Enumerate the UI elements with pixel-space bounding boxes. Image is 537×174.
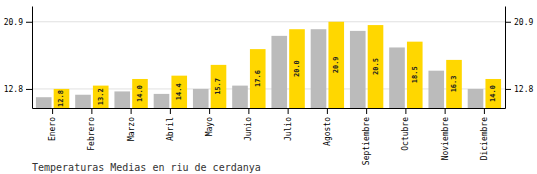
tick-label: 12.8: [4, 85, 23, 94]
tick: 20.9: [4, 18, 32, 27]
grid-line: [32, 21, 505, 22]
axis-line: [33, 108, 506, 109]
tick-mark: [170, 108, 171, 114]
tick-label: Mayo: [205, 117, 214, 136]
bar: [485, 79, 501, 108]
tick-label: Febrero: [87, 117, 96, 151]
tick-mark: [248, 108, 249, 114]
y2-axis: 12.8 20.9: [505, 7, 533, 109]
bars: [36, 22, 501, 108]
tick-mark: [505, 22, 511, 23]
bar: [93, 86, 109, 108]
tick: Febrero: [87, 108, 96, 151]
tick: Mayo: [205, 108, 214, 136]
data-label: 14.0: [489, 85, 497, 102]
tick: Diciembre: [480, 108, 489, 160]
title: Temperaturas Medias en riu de cerdanya: [32, 162, 261, 173]
tick-mark: [445, 108, 446, 114]
series: [54, 22, 501, 108]
bar: [114, 91, 130, 108]
plot: 12.8 13.2 14.0 14.4 15.7 17.6 20.0 20.9 20.5 18.5…: [4, 7, 534, 166]
bar: [428, 71, 444, 108]
tick-mark: [405, 108, 406, 114]
tick: Noviembre: [441, 108, 450, 160]
tick: Agosto: [323, 108, 332, 146]
tick: 12.8: [4, 85, 32, 94]
tick-mark: [26, 89, 32, 90]
data-label: 12.8: [57, 90, 65, 107]
chart: 12.8 13.2 14.0 14.4 15.7 17.6 20.0 20.9 20.5 18.5…: [0, 0, 537, 174]
tick-mark: [52, 108, 53, 114]
tick-mark: [366, 108, 367, 114]
bar: [368, 25, 384, 108]
tick-label: Noviembre: [441, 117, 450, 161]
tick-mark: [26, 22, 32, 23]
y-axis: 12.8 20.9: [4, 7, 33, 109]
data-label: 16.3: [450, 76, 458, 93]
tick-mark: [327, 108, 328, 114]
tick: Marzo: [127, 108, 136, 141]
data-label: 14.4: [175, 83, 183, 100]
bar: [154, 94, 170, 108]
data-label: 20.5: [372, 58, 380, 75]
bar: [232, 86, 248, 108]
data-label: 20.0: [293, 60, 301, 77]
bar: [350, 31, 366, 108]
tick-mark: [288, 108, 289, 114]
tick: Septiembre: [362, 108, 371, 165]
tick-label: Marzo: [127, 117, 136, 141]
data-label: 13.2: [97, 88, 105, 105]
bar: [271, 36, 287, 108]
bar: [211, 65, 227, 108]
tick-label: 12.8: [514, 85, 533, 94]
x-axis: Enero Febrero Marzo Abril Mayo Junio Julio Agos…: [33, 108, 506, 165]
bar: [36, 97, 52, 108]
tick-label: 20.9: [4, 18, 23, 27]
tick-label: Abril: [166, 117, 175, 141]
data-label: 17.6: [254, 70, 262, 87]
tick-label: Enero: [48, 117, 57, 141]
tick: Octubre: [401, 108, 410, 151]
tick-mark: [91, 108, 92, 114]
tick-label: 20.9: [514, 18, 533, 27]
bar: [193, 89, 209, 108]
tick-label: Octubre: [401, 117, 410, 151]
bar: [407, 42, 423, 108]
tick-label: Agosto: [323, 117, 332, 146]
bar: [132, 79, 148, 108]
tick: Abril: [166, 108, 175, 141]
tick-label: Julio: [284, 117, 293, 141]
data-label: 14.0: [136, 85, 144, 102]
tick: Julio: [284, 108, 293, 141]
tick-mark: [505, 89, 511, 90]
data-labels: 12.8 13.2 14.0 14.4 15.7 17.6 20.0 20.9 20.5 18.5…: [57, 56, 497, 106]
bar: [289, 29, 305, 108]
tick-label: Diciembre: [480, 117, 489, 161]
bar: [328, 22, 344, 108]
tick-mark: [209, 108, 210, 114]
tick-mark: [484, 108, 485, 114]
bar: [171, 76, 187, 108]
bar: [250, 49, 266, 108]
bar: [446, 60, 462, 108]
data-label: 20.9: [332, 56, 340, 73]
tick: Junio: [244, 108, 253, 141]
tick-label: Junio: [244, 117, 253, 141]
tick: Enero: [48, 108, 57, 141]
bar: [468, 89, 484, 108]
bar: [75, 95, 91, 108]
bar: [311, 29, 327, 108]
bar: [389, 47, 405, 108]
data-label: 15.7: [214, 78, 222, 95]
axis-line: [32, 7, 33, 109]
data-label: 18.5: [411, 66, 419, 83]
tick-label: Septiembre: [362, 117, 371, 165]
tick: 20.9: [505, 18, 533, 27]
tick-mark: [131, 108, 132, 114]
series: [36, 29, 483, 108]
bar: [54, 89, 70, 108]
tick: 12.8: [505, 85, 533, 94]
